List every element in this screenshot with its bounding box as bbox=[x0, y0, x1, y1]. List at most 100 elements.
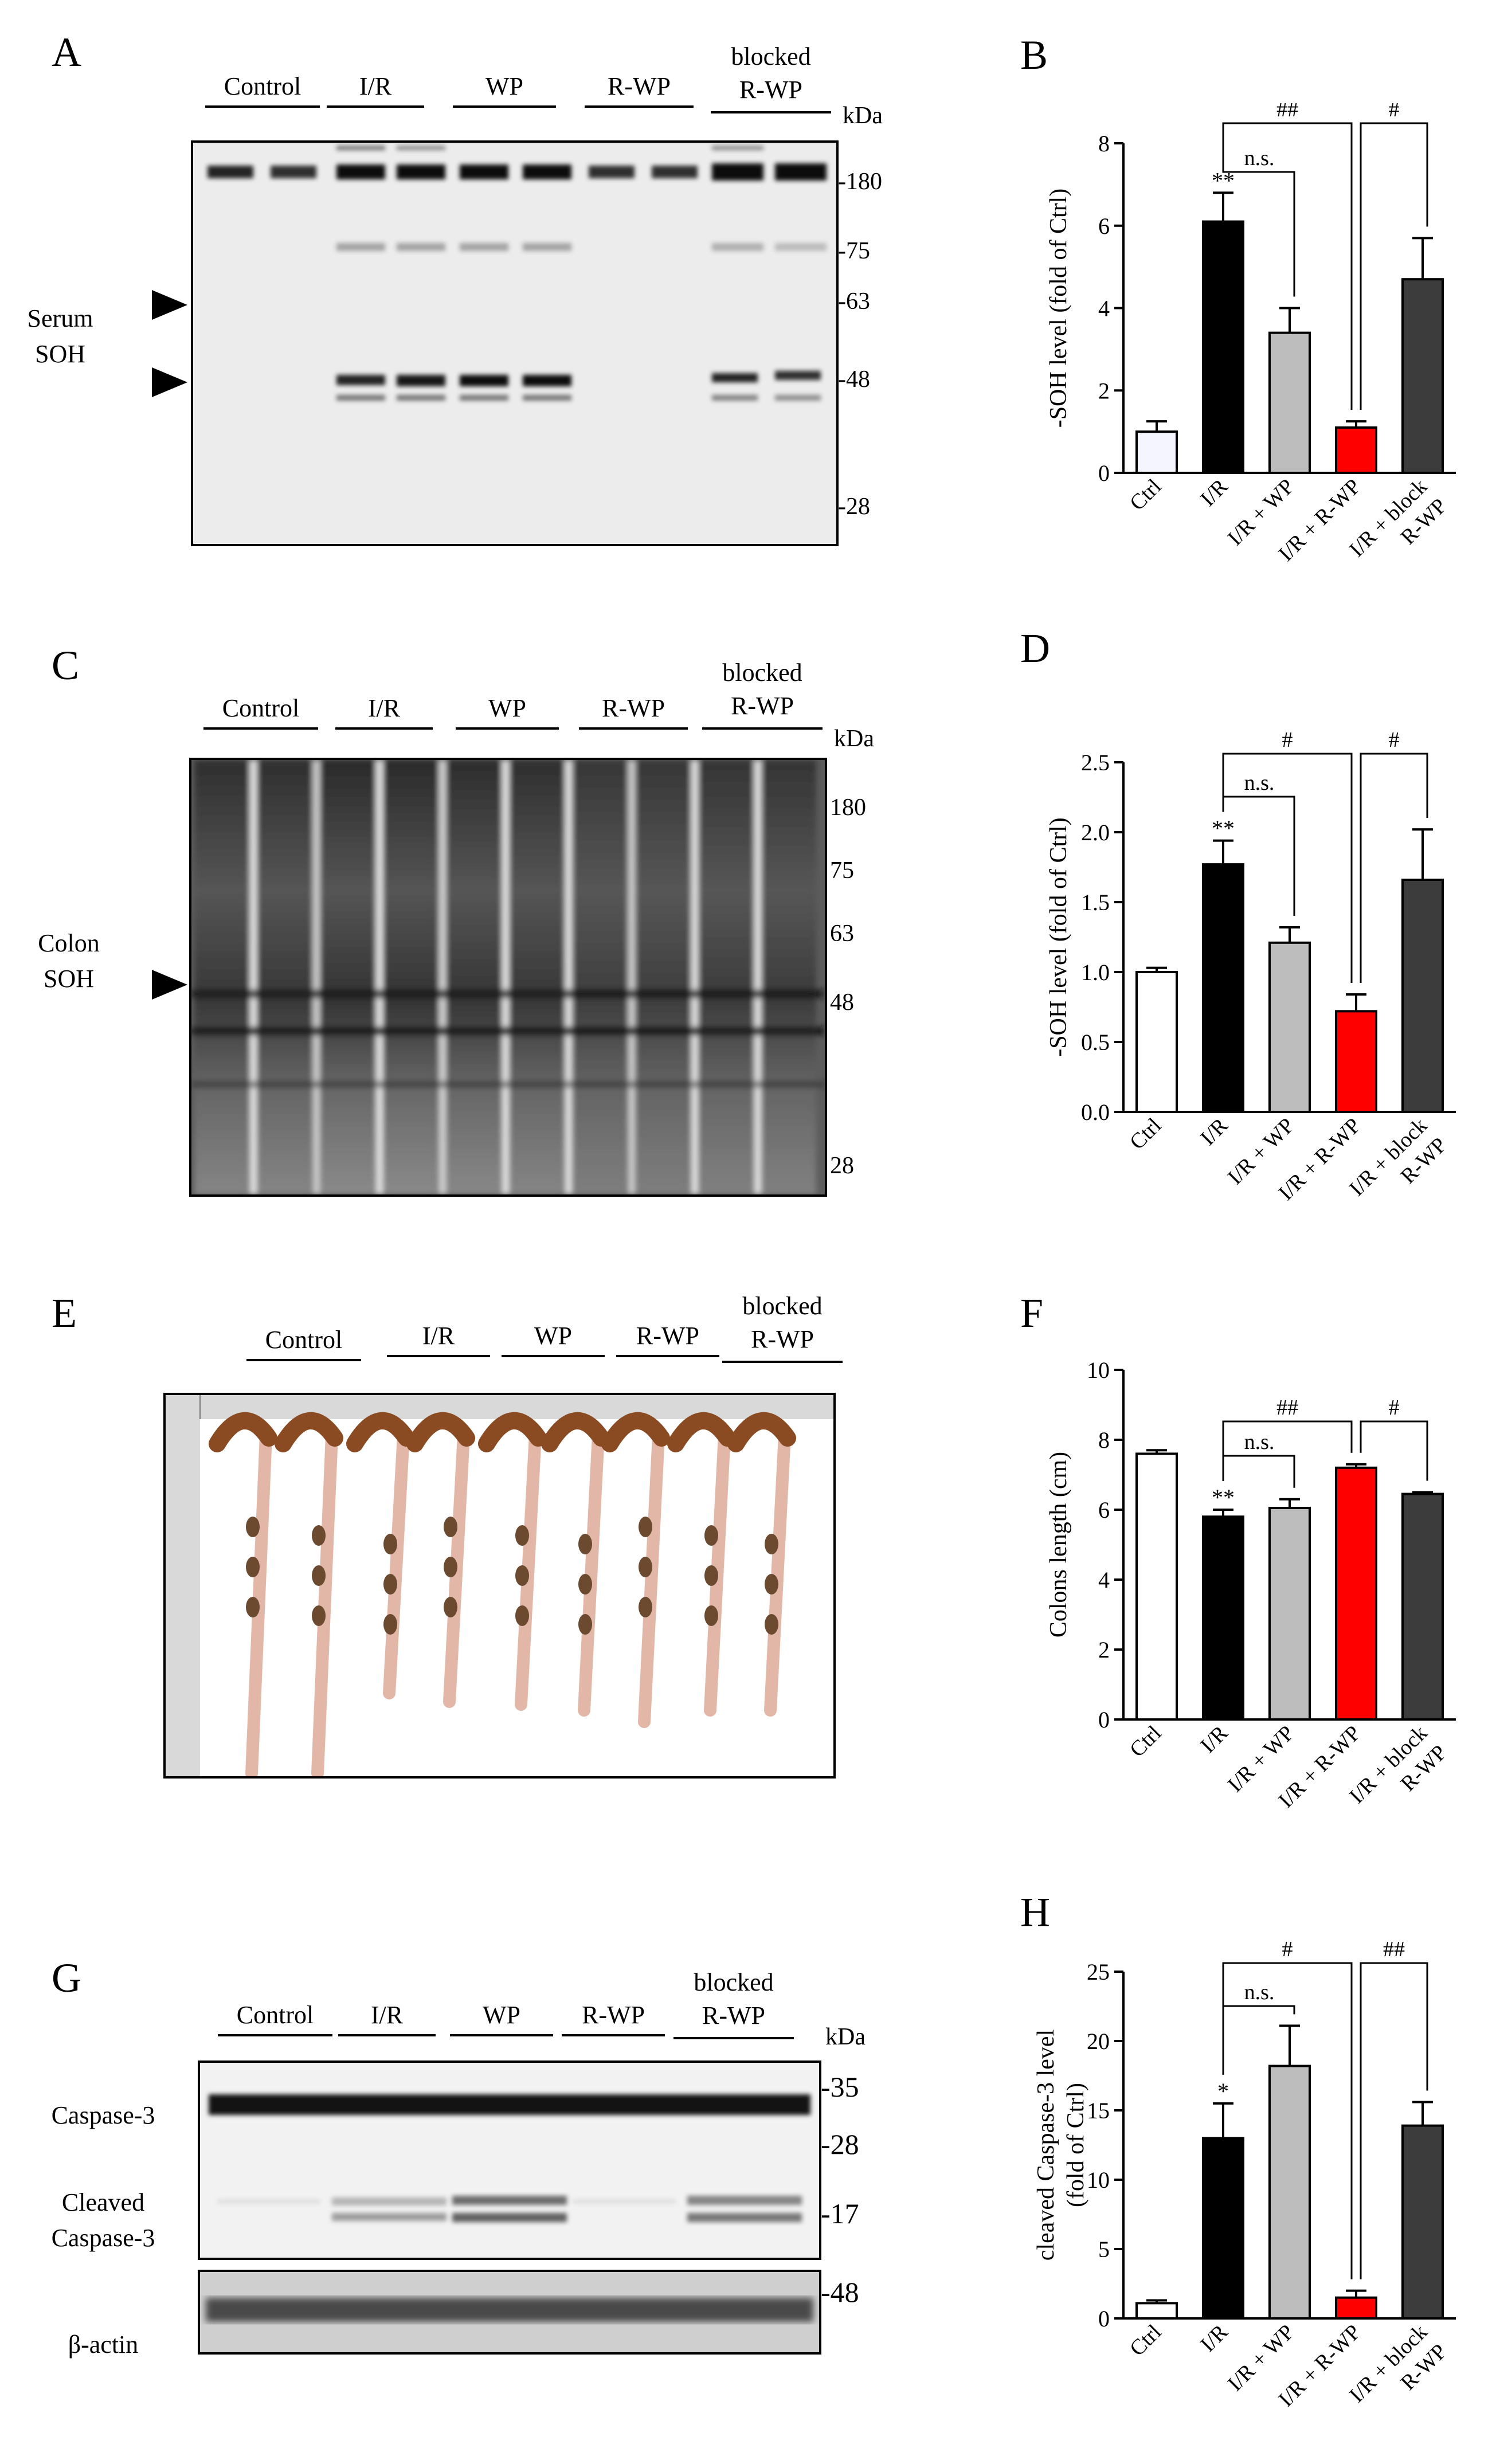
group-label: WP bbox=[447, 72, 562, 108]
y-tick-label: 1.0 bbox=[1081, 959, 1110, 985]
colon-specimen bbox=[546, 1415, 605, 1717]
fecal-pellet bbox=[765, 1574, 778, 1595]
colon-specimen bbox=[351, 1415, 410, 1699]
y-tick-label: 4 bbox=[1098, 296, 1110, 322]
side-label: Serum SOH bbox=[27, 304, 93, 368]
significance-star: * bbox=[1217, 2078, 1229, 2104]
group-label: I/R bbox=[381, 1321, 496, 1357]
y-axis-label: cleaved Caspase-3 level bbox=[1033, 2030, 1059, 2261]
bracket-ns bbox=[1222, 1455, 1295, 1488]
colon-specimen bbox=[214, 1415, 273, 1776]
marker-75: -75 bbox=[838, 238, 870, 264]
group-label: I/R bbox=[321, 72, 430, 108]
bracket-ns bbox=[1222, 2005, 1295, 2075]
bar bbox=[1135, 971, 1178, 1113]
y-tick-label: 2.0 bbox=[1081, 820, 1110, 845]
bar bbox=[1202, 220, 1244, 474]
bar bbox=[1135, 430, 1178, 474]
bar bbox=[1335, 426, 1377, 474]
marker-17: -17 bbox=[821, 2197, 859, 2230]
y-tick-label: 2 bbox=[1098, 378, 1110, 404]
y-axis-label-line2: (fold of Ctrl) bbox=[1063, 2083, 1089, 2207]
fecal-pellet bbox=[444, 1557, 457, 1577]
marker-180: -180 bbox=[838, 169, 882, 195]
cleaved-caspase-3-label: Caspase-3 bbox=[51, 2224, 155, 2252]
bracket-left bbox=[1222, 1962, 1353, 2279]
cleaved-label: Cleaved bbox=[61, 2188, 145, 2216]
group-label: WP bbox=[444, 2000, 559, 2036]
x-tick-label: Ctrl bbox=[1125, 1721, 1166, 1762]
y-tick-label: 20 bbox=[1087, 2028, 1110, 2054]
fecal-pellet bbox=[639, 1557, 652, 1577]
panel-letter-b: B bbox=[1020, 32, 1048, 78]
x-tick-label: I/R bbox=[1196, 1113, 1232, 1150]
significance-right: # bbox=[1389, 1396, 1400, 1420]
bar bbox=[1401, 278, 1444, 474]
fecal-pellet bbox=[312, 1565, 326, 1586]
blot-image bbox=[206, 2298, 813, 2322]
y-axis-label: -SOH level (fold of Ctrl) bbox=[1045, 817, 1072, 1057]
cecum bbox=[601, 1412, 670, 1452]
group-label: Control bbox=[241, 1325, 367, 1361]
bar bbox=[1135, 1452, 1178, 1721]
blot-beta-actin bbox=[198, 2270, 821, 2355]
bar bbox=[1335, 1010, 1377, 1113]
significance-right: # bbox=[1389, 103, 1400, 122]
marker-63: -63 bbox=[838, 288, 870, 315]
caspase-3-label: Caspase-3 bbox=[51, 2101, 155, 2129]
y-tick-label: 15 bbox=[1087, 2098, 1110, 2124]
group-label: Control bbox=[212, 2000, 338, 2036]
blot-caspase-3 bbox=[198, 2060, 821, 2260]
marker-48: -48 bbox=[821, 2276, 859, 2308]
chart-h: 0 5 10 15 20 25 cleaved Caspase-3 level (fold o… bbox=[1033, 1937, 1456, 2411]
cecum bbox=[478, 1412, 547, 1452]
fecal-pellet bbox=[704, 1525, 718, 1546]
fecal-pellet bbox=[639, 1517, 652, 1537]
group-label: Control bbox=[198, 694, 324, 730]
y-tick-label: 10 bbox=[1087, 1357, 1110, 1383]
significance-ns: n.s. bbox=[1244, 771, 1275, 795]
bar bbox=[1268, 1506, 1311, 1721]
bar bbox=[1268, 941, 1311, 1113]
group-label: R-WP bbox=[610, 1321, 725, 1357]
arrow-icon bbox=[152, 290, 187, 320]
y-tick-label: 1.5 bbox=[1081, 890, 1110, 915]
fecal-pellet bbox=[444, 1517, 457, 1537]
panel-letter-c: C bbox=[52, 643, 80, 688]
y-axis-label: -SOH level (fold of Ctrl) bbox=[1045, 189, 1072, 428]
fecal-pellet bbox=[578, 1614, 592, 1635]
colon-specimen bbox=[733, 1415, 792, 1717]
fecal-pellet bbox=[246, 1517, 260, 1537]
colon-specimen bbox=[483, 1415, 542, 1711]
fecal-pellet bbox=[246, 1557, 260, 1577]
bracket-ns bbox=[1222, 796, 1295, 916]
colon-specimen bbox=[280, 1415, 339, 1776]
bar bbox=[1401, 2124, 1444, 2320]
y-tick-label: 0 bbox=[1098, 460, 1110, 486]
marker-180: 180 bbox=[830, 794, 866, 821]
fecal-pellet bbox=[704, 1605, 718, 1626]
fecal-pellet bbox=[383, 1534, 397, 1554]
cecum bbox=[667, 1412, 736, 1452]
bracket-left bbox=[1222, 122, 1353, 410]
significance-left: # bbox=[1282, 1937, 1293, 1961]
kda-label: kDa bbox=[825, 2024, 866, 2050]
colon-specimen bbox=[672, 1415, 731, 1717]
cecum bbox=[275, 1412, 343, 1452]
y-tick-label: 0.0 bbox=[1081, 1099, 1110, 1125]
fecal-pellet bbox=[515, 1565, 529, 1586]
significance-star: ** bbox=[1212, 1484, 1235, 1510]
bracket-left bbox=[1222, 1420, 1353, 1456]
beta-actin-label: β-actin bbox=[68, 2330, 139, 2359]
cecum bbox=[406, 1412, 475, 1452]
cecum bbox=[727, 1412, 796, 1452]
group-label: R-WP bbox=[556, 2000, 671, 2036]
significance-left: ## bbox=[1276, 103, 1298, 122]
y-tick-label: 0.5 bbox=[1081, 1029, 1110, 1055]
kda-label: kDa bbox=[834, 726, 874, 752]
y-tick-label: 8 bbox=[1098, 1427, 1110, 1453]
blot-colon-soh bbox=[189, 758, 827, 1197]
group-label: blocked R-WP bbox=[668, 1966, 800, 2039]
blot-image bbox=[207, 146, 827, 401]
